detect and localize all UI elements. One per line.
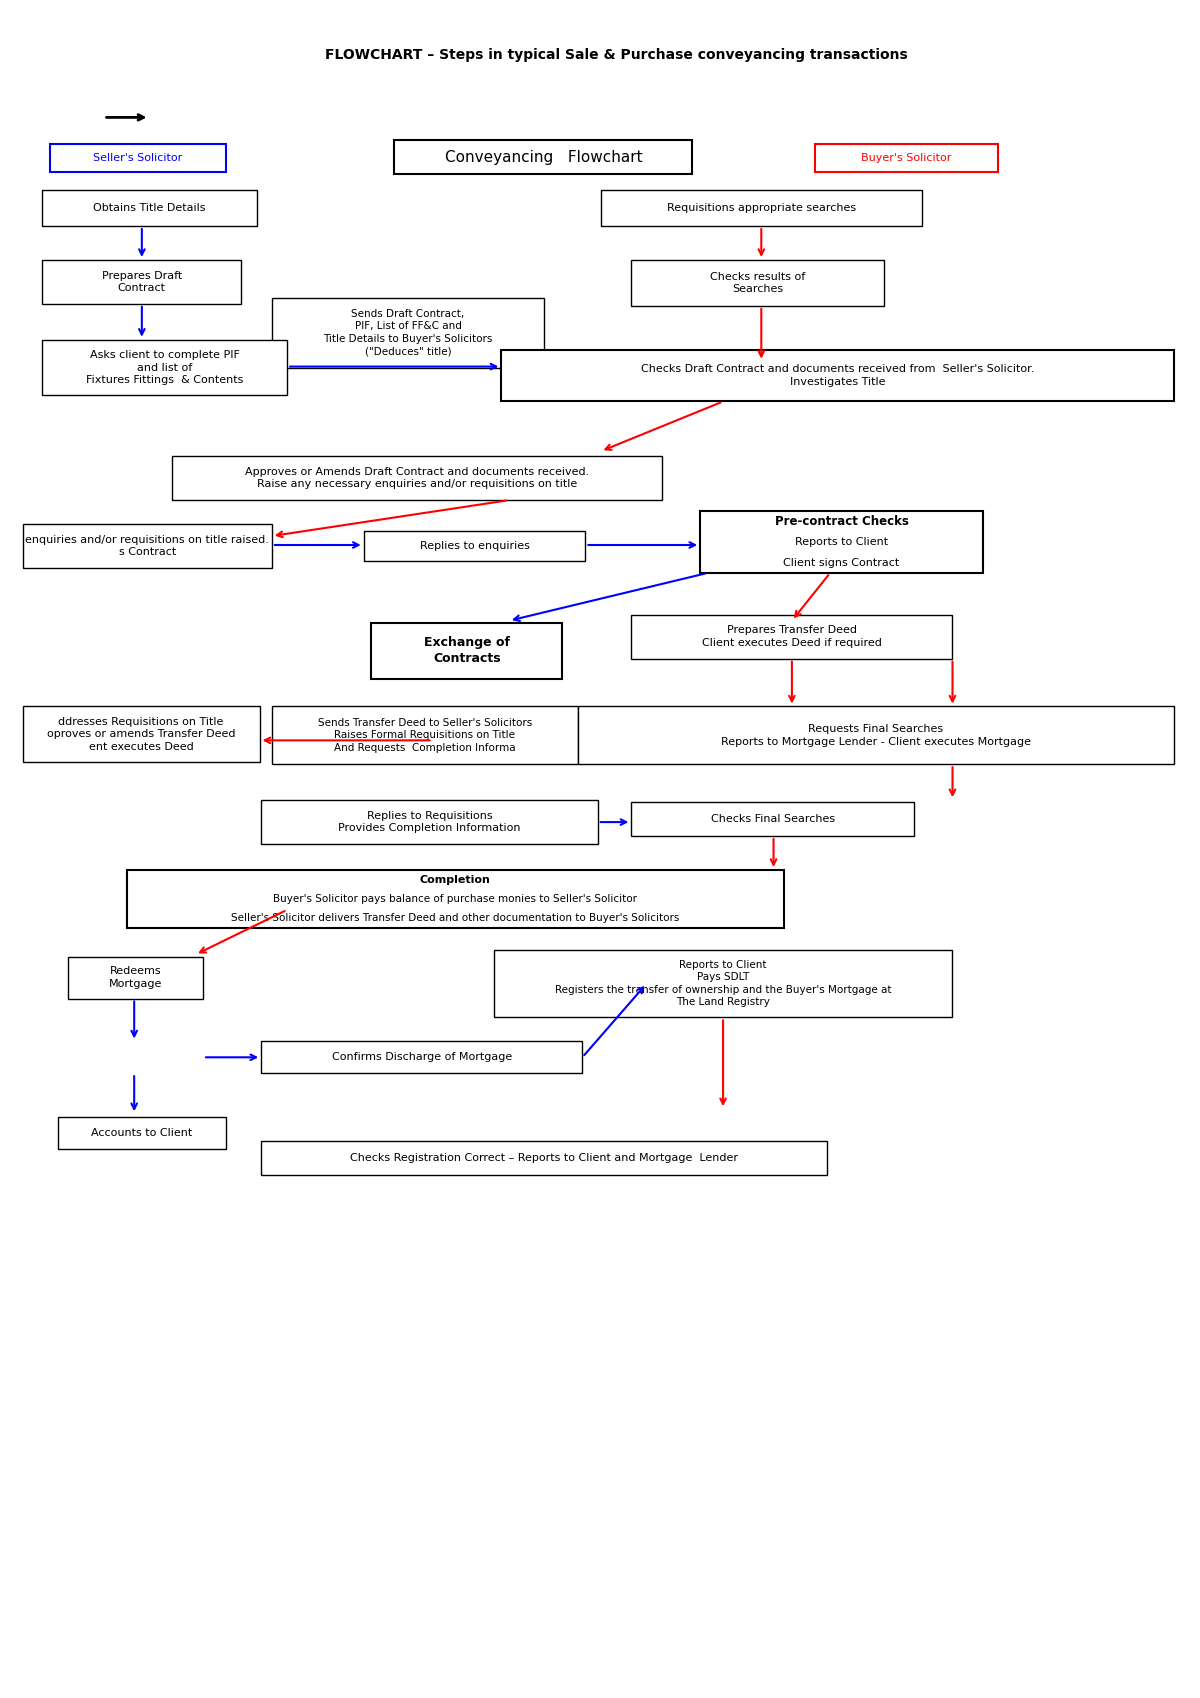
FancyBboxPatch shape	[23, 525, 272, 567]
FancyBboxPatch shape	[601, 190, 922, 226]
Text: Exchange of
Contracts: Exchange of Contracts	[424, 637, 510, 666]
Text: ddresses Requisitions on Title
oproves or amends Transfer Deed
ent executes Deed: ddresses Requisitions on Title oproves o…	[47, 717, 235, 752]
Text: Client signs Contract: Client signs Contract	[784, 557, 900, 567]
Text: Checks Registration Correct – Reports to Client and Mortgage  Lender: Checks Registration Correct – Reports to…	[350, 1153, 738, 1163]
Text: Checks results of
Searches: Checks results of Searches	[710, 272, 805, 294]
FancyBboxPatch shape	[631, 801, 914, 835]
Text: Prepares Draft
Contract: Prepares Draft Contract	[102, 270, 182, 294]
Text: Approves or Amends Draft Contract and documents received.
Raise any necessary en: Approves or Amends Draft Contract and do…	[245, 467, 589, 489]
Text: Pre-contract Checks: Pre-contract Checks	[775, 514, 908, 528]
FancyBboxPatch shape	[42, 340, 287, 396]
FancyBboxPatch shape	[364, 531, 586, 560]
FancyBboxPatch shape	[126, 869, 785, 927]
Text: Replies to enquiries: Replies to enquiries	[420, 542, 529, 550]
Text: Completion: Completion	[420, 874, 491, 885]
Text: FLOWCHART – Steps in typical Sale & Purchase conveyancing transactions: FLOWCHART – Steps in typical Sale & Purc…	[325, 48, 907, 61]
Text: Sends Transfer Deed to Seller's Solicitors
Raises Formal Requisitions on Title
A: Sends Transfer Deed to Seller's Solicito…	[318, 718, 532, 752]
FancyBboxPatch shape	[262, 800, 598, 844]
FancyBboxPatch shape	[502, 350, 1175, 401]
FancyBboxPatch shape	[493, 949, 953, 1017]
FancyBboxPatch shape	[173, 457, 662, 501]
Text: Buyer's Solicitor: Buyer's Solicitor	[862, 153, 952, 163]
Text: Checks Draft Contract and documents received from  Seller's Solicitor.
Investiga: Checks Draft Contract and documents rece…	[641, 365, 1034, 387]
Text: Redeems
Mortgage: Redeems Mortgage	[109, 966, 162, 988]
Text: enquiries and/or requisitions on title raised.
s Contract: enquiries and/or requisitions on title r…	[25, 535, 269, 557]
FancyBboxPatch shape	[23, 706, 259, 762]
FancyBboxPatch shape	[68, 956, 203, 998]
Text: Confirms Discharge of Mortgage: Confirms Discharge of Mortgage	[331, 1053, 512, 1063]
FancyBboxPatch shape	[395, 141, 692, 175]
Text: Requests Final Searches
Reports to Mortgage Lender - Client executes Mortgage: Requests Final Searches Reports to Mortg…	[721, 723, 1031, 747]
Text: Conveyancing   Flowchart: Conveyancing Flowchart	[444, 149, 642, 165]
FancyBboxPatch shape	[371, 623, 563, 679]
Text: Buyer's Solicitor pays balance of purchase monies to Seller's Solicitor: Buyer's Solicitor pays balance of purcha…	[274, 893, 637, 903]
Text: Prepares Transfer Deed
Client executes Deed if required: Prepares Transfer Deed Client executes D…	[702, 625, 882, 649]
FancyBboxPatch shape	[700, 511, 983, 572]
Text: Seller's Solicitor: Seller's Solicitor	[94, 153, 182, 163]
FancyBboxPatch shape	[262, 1041, 582, 1073]
FancyBboxPatch shape	[42, 260, 241, 304]
FancyBboxPatch shape	[50, 144, 226, 171]
FancyBboxPatch shape	[262, 1141, 827, 1175]
Text: Obtains Title Details: Obtains Title Details	[94, 204, 205, 214]
FancyBboxPatch shape	[815, 144, 998, 171]
Text: Accounts to Client: Accounts to Client	[91, 1127, 192, 1138]
Text: Requisitions appropriate searches: Requisitions appropriate searches	[667, 204, 856, 214]
Text: Replies to Requisitions
Provides Completion Information: Replies to Requisitions Provides Complet…	[338, 812, 521, 834]
Text: Checks Final Searches: Checks Final Searches	[710, 813, 835, 824]
Text: Reports to Client: Reports to Client	[796, 537, 888, 547]
FancyBboxPatch shape	[58, 1117, 226, 1150]
Text: Asks client to complete PIF
and list of
Fixtures Fittings  & Contents: Asks client to complete PIF and list of …	[86, 350, 244, 385]
FancyBboxPatch shape	[577, 706, 1175, 764]
FancyBboxPatch shape	[631, 615, 953, 659]
FancyBboxPatch shape	[42, 190, 257, 226]
Text: Seller's Solicitor delivers Transfer Deed and other documentation to Buyer's Sol: Seller's Solicitor delivers Transfer Dee…	[232, 914, 679, 924]
Text: Sends Draft Contract,
PIF, List of FF&C and
Title Details to Buyer's Solicitors
: Sends Draft Contract, PIF, List of FF&C …	[323, 309, 493, 357]
Text: Reports to Client
Pays SDLT
Registers the transfer of ownership and the Buyer's : Reports to Client Pays SDLT Registers th…	[554, 959, 892, 1007]
FancyBboxPatch shape	[272, 706, 577, 764]
FancyBboxPatch shape	[272, 297, 544, 367]
FancyBboxPatch shape	[631, 260, 883, 306]
